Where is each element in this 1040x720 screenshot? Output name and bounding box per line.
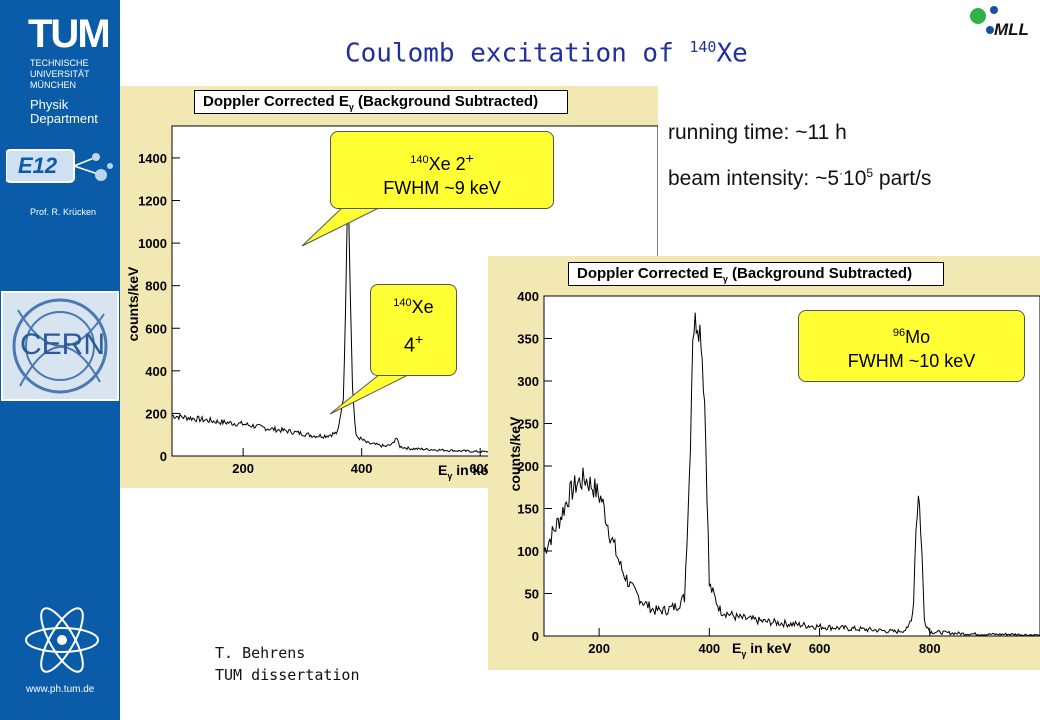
department-line-2: Department bbox=[30, 111, 98, 126]
e12-logo-text: E12 bbox=[18, 153, 58, 178]
professor-name: Prof. R. Krücken bbox=[30, 207, 97, 217]
y-axis-label: counts/keV bbox=[507, 416, 523, 492]
x-tick-label: 600 bbox=[809, 641, 831, 656]
credit-source: TUM dissertation bbox=[215, 666, 360, 684]
e12-logo: E12 bbox=[5, 148, 114, 184]
website-url: www.ph.tum.de bbox=[26, 684, 95, 695]
y-tick-label: 1400 bbox=[138, 151, 167, 166]
running-time: running time: ~11 h bbox=[668, 121, 847, 144]
y-tick-label: 0 bbox=[160, 449, 167, 464]
callout-xe-4plus: 140Xe 4+ bbox=[370, 284, 457, 376]
y-tick-label: 150 bbox=[517, 502, 539, 517]
y-tick-label: 250 bbox=[517, 417, 539, 432]
tum-logo: TUM bbox=[28, 12, 111, 56]
university-line-3: MÜNCHEN bbox=[30, 80, 76, 90]
plot-title: Doppler Corrected Eγ (Background Subtrac… bbox=[203, 93, 539, 112]
x-axis-label: Eγ in keV bbox=[732, 640, 792, 659]
plot-title-box: Doppler Corrected Eγ (Background Subtrac… bbox=[194, 90, 568, 114]
x-axis-label: Eγ in keV bbox=[438, 462, 498, 481]
y-tick-label: 1200 bbox=[138, 194, 167, 209]
plot-title: Doppler Corrected Eγ (Background Subtrac… bbox=[577, 265, 913, 284]
callout-xe-2plus: 140Xe 2+ FWHM ~9 keV bbox=[330, 131, 554, 209]
x-tick-label: 600 bbox=[469, 461, 491, 476]
x-tick-label: 200 bbox=[588, 641, 610, 656]
sidebar: TUM TECHNISCHE UNIVERSITÄT MÜNCHEN Physi… bbox=[0, 0, 120, 720]
y-tick-label: 600 bbox=[145, 321, 167, 336]
y-tick-label: 400 bbox=[145, 364, 167, 379]
credit-author: T. Behrens bbox=[215, 644, 306, 662]
university-line-2: UNIVERSITÄT bbox=[30, 69, 90, 79]
x-tick-label: 200 bbox=[232, 461, 254, 476]
credit: T. Behrens TUM dissertation bbox=[215, 642, 360, 686]
y-tick-label: 0 bbox=[532, 629, 539, 644]
y-tick-label: 300 bbox=[517, 374, 539, 389]
y-tick-label: 200 bbox=[145, 406, 167, 421]
x-tick-label: 400 bbox=[351, 461, 373, 476]
slide-title: Coulomb excitation of 140Xe bbox=[345, 38, 748, 69]
mll-logo-text: MLL bbox=[994, 20, 1029, 39]
x-tick-label: 800 bbox=[919, 641, 941, 656]
y-axis-label: counts/keV bbox=[125, 266, 141, 342]
mll-logo: MLL bbox=[968, 4, 1040, 39]
y-tick-label: 200 bbox=[517, 459, 539, 474]
department-line-1: Physik bbox=[30, 97, 69, 112]
atom-logo bbox=[22, 600, 102, 680]
cern-logo-text: CERN bbox=[20, 328, 106, 361]
callout-mo: 96Mo FWHM ~10 keV bbox=[798, 310, 1025, 382]
y-tick-label: 350 bbox=[517, 332, 539, 347]
university-line-1: TECHNISCHE bbox=[30, 58, 89, 68]
y-tick-label: 50 bbox=[525, 587, 539, 602]
y-tick-label: 100 bbox=[517, 544, 539, 559]
spectrum-line bbox=[543, 312, 1040, 637]
cern-logo: CERN bbox=[0, 290, 120, 402]
beam-intensity: beam intensity: ~5·105 part/s bbox=[668, 166, 932, 190]
y-tick-label: 400 bbox=[517, 289, 539, 304]
y-tick-label: 1000 bbox=[138, 236, 167, 251]
y-tick-label: 800 bbox=[145, 279, 167, 294]
plot-title-box: Doppler Corrected Eγ (Background Subtrac… bbox=[568, 262, 944, 286]
x-tick-label: 400 bbox=[698, 641, 720, 656]
